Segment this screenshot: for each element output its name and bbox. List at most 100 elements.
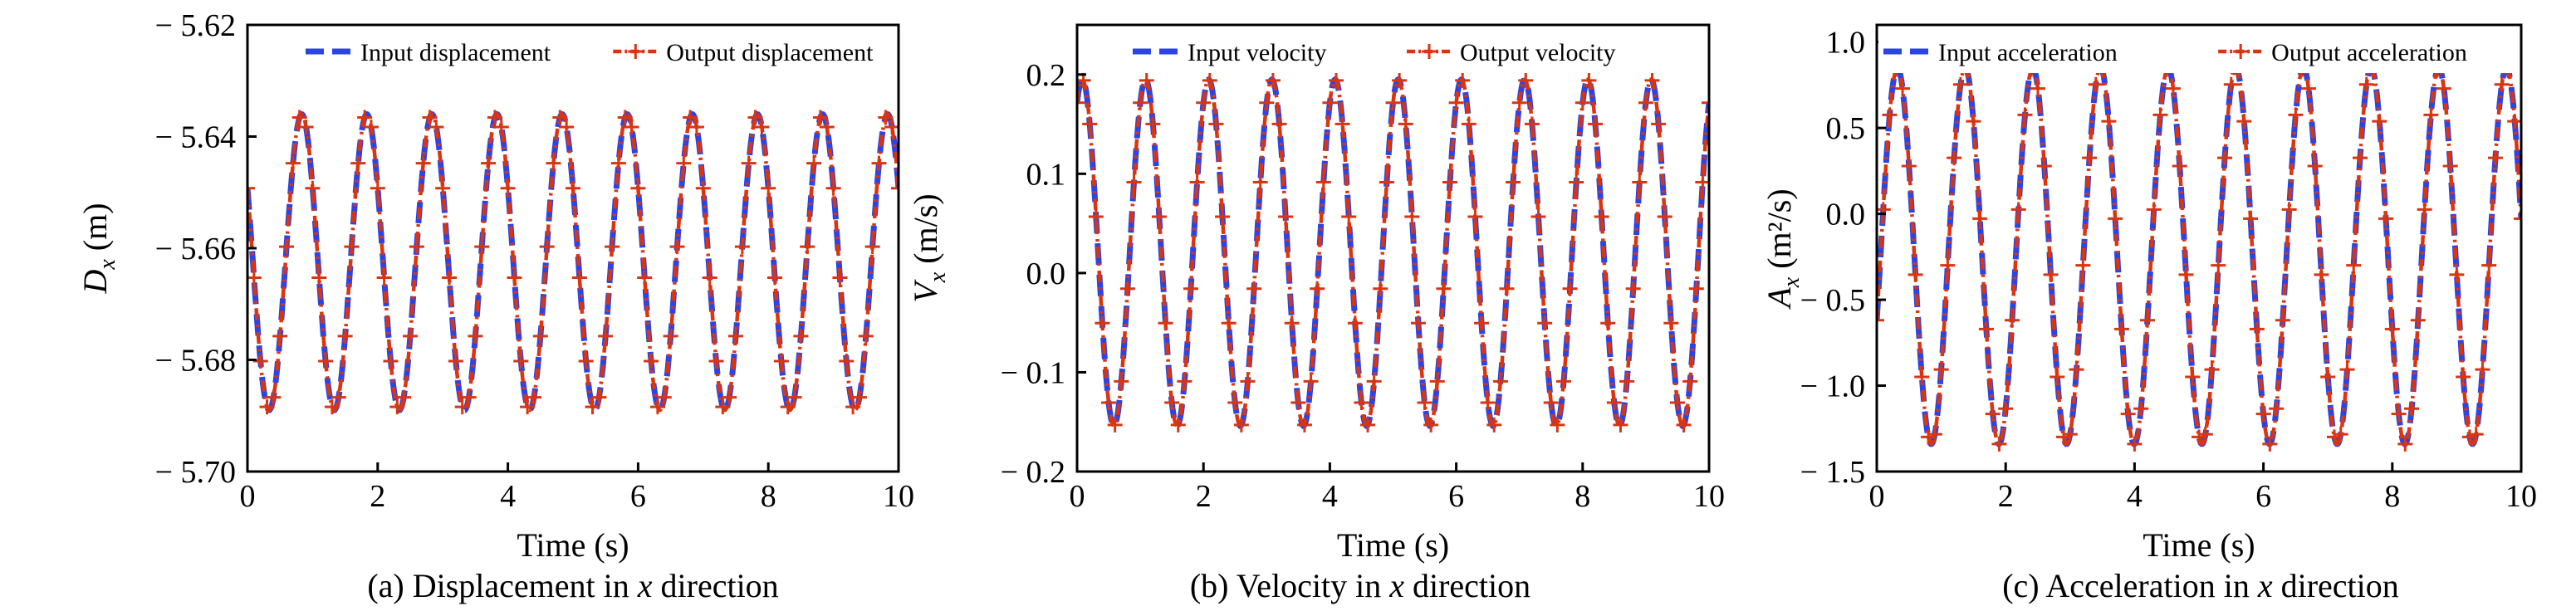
output-marker [2468, 427, 2484, 442]
series-output-markers [1077, 72, 1709, 433]
output-marker [858, 328, 874, 344]
output-marker [1550, 417, 1565, 433]
output-marker [2113, 321, 2129, 337]
output-marker [2192, 429, 2206, 445]
legend-output-marker [2233, 44, 2249, 59]
output-marker [403, 328, 418, 344]
output-marker [2410, 312, 2426, 328]
output-marker [610, 155, 626, 171]
output-marker [1278, 209, 1294, 225]
output-marker [2043, 266, 2059, 282]
output-marker [1189, 174, 1205, 190]
output-marker [630, 180, 646, 196]
output-marker [454, 399, 470, 415]
output-marker [435, 180, 451, 196]
output-marker [526, 389, 541, 405]
output-marker [871, 155, 887, 171]
y-label-unit: (m/s) [907, 193, 944, 271]
output-marker [2307, 158, 2323, 174]
output-marker [357, 110, 373, 125]
y-tick-label: − 1.0 [1800, 369, 1865, 404]
output-marker [806, 155, 822, 171]
axes-frame [246, 23, 900, 473]
output-marker [728, 328, 743, 344]
output-marker [1657, 209, 1672, 225]
output-marker [539, 239, 555, 255]
output-marker [2475, 362, 2490, 378]
output-marker [1499, 281, 1515, 296]
panel-caption: (b) Velocity in x direction [1190, 567, 1530, 604]
x-tick-label: 4 [500, 479, 516, 514]
y-label-symbol: V [907, 279, 944, 303]
output-marker [247, 270, 262, 286]
output-marker [571, 270, 587, 286]
output-marker [2269, 401, 2285, 417]
x-tick-label: 6 [1448, 479, 1464, 514]
caption-var: x [2257, 567, 2273, 604]
x-tick-label: 10 [1693, 479, 1725, 514]
output-marker [383, 354, 399, 369]
plot-area [1877, 61, 2521, 452]
output-marker [1354, 395, 1369, 411]
output-marker [337, 328, 353, 344]
output-marker [2442, 158, 2458, 174]
output-marker [1688, 281, 1704, 296]
output-marker [878, 110, 894, 125]
output-marker [409, 239, 424, 255]
output-marker [754, 120, 770, 135]
output-marker [1588, 116, 1604, 132]
y-tick-label: 0.0 [1026, 257, 1066, 291]
y-tick-label: − 0.1 [1001, 355, 1065, 390]
output-marker [389, 399, 405, 415]
x-tick-label: 2 [1196, 479, 1212, 514]
output-marker [1908, 266, 1923, 282]
output-marker [1392, 72, 1408, 88]
output-marker [2417, 202, 2432, 218]
output-marker [2378, 211, 2394, 227]
output-marker [1119, 281, 1135, 296]
output-marker [1985, 406, 2001, 422]
output-marker [1341, 209, 1357, 225]
output-marker [442, 270, 458, 286]
y-tick-label: − 5.70 [155, 455, 236, 490]
output-marker [1562, 281, 1578, 296]
output-marker [1914, 369, 1930, 384]
output-marker [1474, 315, 1490, 331]
output-marker [2133, 401, 2149, 417]
output-marker [1940, 257, 1956, 273]
x-tick-label: 0 [1869, 479, 1885, 514]
output-marker [376, 270, 392, 286]
caption-part: direction [2273, 567, 2399, 604]
y-tick-label: − 5.66 [155, 232, 236, 266]
output-marker [1151, 209, 1167, 225]
output-marker [663, 328, 678, 344]
output-marker [761, 180, 776, 196]
x-tick-label: 0 [240, 479, 256, 514]
output-marker [2320, 369, 2336, 384]
output-marker [1455, 72, 1471, 88]
output-marker [2211, 257, 2226, 273]
output-marker [2358, 76, 2374, 92]
output-marker [2326, 429, 2342, 445]
output-marker [2391, 406, 2407, 422]
x-axis-label: Time (s) [517, 526, 629, 564]
output-marker [2036, 158, 2052, 174]
output-marker [468, 328, 483, 344]
output-marker [1177, 374, 1193, 389]
output-marker [2004, 312, 2020, 328]
output-marker [1170, 417, 1186, 433]
output-marker [617, 110, 633, 125]
series-input-line [247, 110, 899, 413]
output-marker [1530, 209, 1546, 225]
output-marker [1991, 436, 2007, 452]
output-marker [291, 110, 307, 125]
legend: Input displacement Output displacement [301, 32, 890, 73]
output-marker [2255, 406, 2271, 422]
output-marker [566, 180, 580, 196]
x-tick-label: 10 [883, 479, 914, 514]
output-marker [1385, 95, 1401, 110]
y-tick-label: 0.1 [1026, 157, 1066, 192]
legend-output-marker [1422, 44, 1437, 59]
output-marker [624, 120, 639, 135]
output-marker [1077, 95, 1085, 110]
